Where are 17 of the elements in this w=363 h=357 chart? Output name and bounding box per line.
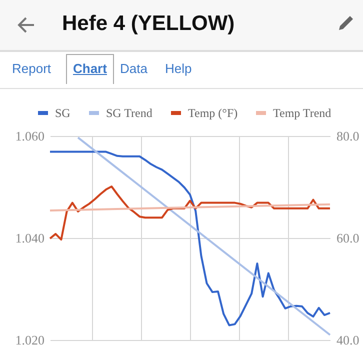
text: Help bbox=[165, 61, 192, 76]
y-tick-label: 1.060 bbox=[15, 128, 44, 144]
y2-tick-label: 40.0 bbox=[336, 332, 360, 348]
y-tick-label: 1.040 bbox=[15, 230, 44, 246]
y2-tick-label: 80.0 bbox=[336, 128, 360, 144]
line-series bbox=[49, 185, 331, 241]
y2-tick-label: 60.0 bbox=[336, 230, 360, 246]
line-series bbox=[49, 150, 331, 326]
chart-title: Hefe 4 (YELLOW) bbox=[62, 12, 235, 36]
legend-label: Temp Trend bbox=[273, 106, 332, 120]
legend-label: Temp (°F) bbox=[188, 106, 238, 120]
text: Report bbox=[12, 61, 52, 76]
text: Data bbox=[120, 61, 148, 76]
text: Chart bbox=[66, 54, 114, 84]
legend-label: SG Trend bbox=[106, 106, 152, 120]
y-tick-label: 1.020 bbox=[15, 332, 44, 348]
legend-label: SG bbox=[55, 106, 71, 120]
